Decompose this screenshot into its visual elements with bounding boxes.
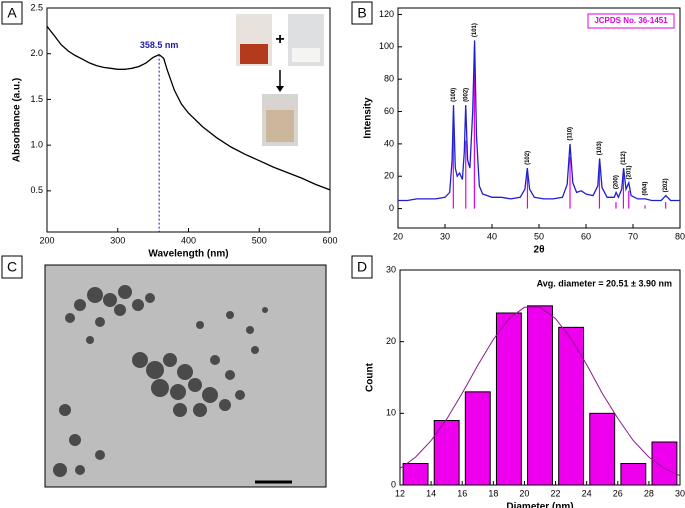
annotation: Avg. diameter = 20.51 ± 3.90 nm xyxy=(537,278,672,288)
y-tick-label: 40 xyxy=(384,138,394,148)
x-tick-label: 20 xyxy=(393,231,403,241)
x-tick-label: 14 xyxy=(426,488,436,498)
bar xyxy=(527,305,553,486)
panel-letter: B xyxy=(357,5,366,21)
x-tick-label: 30 xyxy=(675,488,685,498)
x-tick-label: 22 xyxy=(551,488,561,498)
panel-letter: D xyxy=(357,259,367,275)
bar xyxy=(433,420,460,486)
peak-label: (102) xyxy=(525,151,531,165)
y-tick-label: 60 xyxy=(384,106,394,116)
bar xyxy=(464,391,491,486)
panel-box xyxy=(351,255,373,279)
panel-letter: C xyxy=(7,259,17,275)
x-tick-label: 500 xyxy=(252,235,267,245)
x-tick-label: 20 xyxy=(519,488,529,498)
y-tick-label: 80 xyxy=(384,74,394,84)
peak-label: (201) xyxy=(626,165,632,179)
bar xyxy=(402,463,429,486)
x-tick-label: 16 xyxy=(457,488,467,498)
panel-letter: A xyxy=(7,5,17,21)
x-axis-label: Wavelength (nm) xyxy=(148,249,228,260)
peak-label: (100) xyxy=(451,88,457,102)
y-tick-label: 10 xyxy=(386,408,396,418)
peak-annotation: 358.5 nm xyxy=(140,40,179,50)
peak-label: (110) xyxy=(568,127,574,141)
y-tick-label: 120 xyxy=(379,9,394,19)
x-tick-label: 18 xyxy=(488,488,498,498)
y-tick-label: 20 xyxy=(386,336,396,346)
x-tick-label: 28 xyxy=(644,488,654,498)
x-tick-label: 12 xyxy=(395,488,405,498)
bar xyxy=(651,441,678,486)
y-axis-label: Intensity xyxy=(363,97,374,139)
peak-label: (103) xyxy=(597,141,603,155)
x-tick-label: 24 xyxy=(582,488,592,498)
x-tick-label: 300 xyxy=(110,235,125,245)
x-tick-label: 70 xyxy=(628,231,638,241)
arrow-head xyxy=(276,86,284,92)
peak-label: (112) xyxy=(621,151,627,165)
inset-symbol: + xyxy=(275,31,284,48)
y-tick-label: 1.0 xyxy=(30,140,43,150)
x-axis-label: Diameter (nm) xyxy=(506,502,573,508)
bar xyxy=(589,412,616,486)
peak-label: (101) xyxy=(472,23,478,37)
y-tick-label: 20 xyxy=(384,171,394,181)
y-tick-label: 0 xyxy=(389,203,394,213)
photo-liquid xyxy=(266,110,294,142)
legend-box xyxy=(587,13,675,29)
x-tick-label: 60 xyxy=(581,231,591,241)
legend-label: JCPDS No. 36-1451 xyxy=(594,16,668,25)
x-tick-label: 30 xyxy=(440,231,450,241)
peak-label: (202) xyxy=(663,178,669,192)
panel-box xyxy=(1,1,23,25)
bar xyxy=(558,326,585,486)
photo-liquid xyxy=(240,44,268,64)
plot-frame xyxy=(397,7,681,229)
x-tick-label: 80 xyxy=(675,231,685,241)
bar xyxy=(495,312,522,486)
panel-box xyxy=(351,1,373,25)
y-tick-label: 0 xyxy=(391,479,396,489)
x-tick-label: 50 xyxy=(534,231,544,241)
x-tick-label: 400 xyxy=(181,235,196,245)
data-line xyxy=(46,25,331,191)
peak-label: (002) xyxy=(463,88,469,102)
x-axis-label: 2θ xyxy=(534,245,545,256)
x-tick-label: 40 xyxy=(487,231,497,241)
panel-box xyxy=(1,255,23,279)
y-tick-label: 0.5 xyxy=(30,185,43,195)
peak-label: (200) xyxy=(614,175,620,189)
x-tick-label: 600 xyxy=(322,235,337,245)
y-tick-label: 1.5 xyxy=(30,94,43,104)
y-tick-label: 2.5 xyxy=(30,2,43,12)
particles xyxy=(53,285,268,477)
data-line xyxy=(398,40,680,202)
y-tick-label: 100 xyxy=(379,41,394,51)
y-tick-label: 30 xyxy=(386,264,396,274)
photo-liquid xyxy=(292,48,320,62)
y-tick-label: 2.0 xyxy=(30,48,43,58)
y-axis-label: Absorbance (a.u.) xyxy=(12,78,23,162)
fit-curve xyxy=(399,306,681,477)
y-axis-label: Count xyxy=(365,362,376,392)
x-tick-label: 26 xyxy=(613,488,623,498)
peak-label: (004) xyxy=(643,182,649,196)
x-tick-label: 200 xyxy=(39,235,54,245)
bar xyxy=(620,463,647,486)
